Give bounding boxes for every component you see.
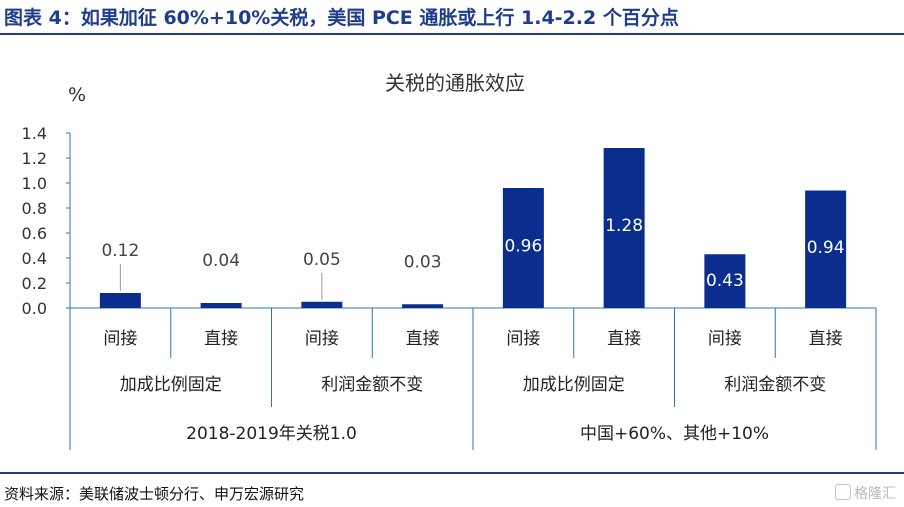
data-label: 1.28 <box>605 216 643 236</box>
bar <box>99 293 141 308</box>
bar <box>805 190 847 308</box>
y-tick-label: 0.8 <box>22 199 47 218</box>
data-label: 0.05 <box>303 250 341 270</box>
data-label: 0.04 <box>202 251 240 271</box>
category-label: 间接 <box>305 329 339 349</box>
group-label: 利润金额不变 <box>321 375 423 395</box>
bar <box>603 148 645 308</box>
category-label: 直接 <box>809 329 843 349</box>
group-label: 加成比例固定 <box>120 375 222 395</box>
y-axis-unit: % <box>68 84 86 106</box>
data-label: 0.43 <box>706 271 744 291</box>
bar-chart: 关税的通胀效应% 0.0 0.2 0.4 0.6 0.8 1.0 1.2 1.4 0.12 0.04… <box>22 71 877 450</box>
y-tick-label: 1.2 <box>22 149 47 168</box>
y-tick-label: 1.0 <box>22 174 47 193</box>
y-tick-label: 0.4 <box>22 249 47 268</box>
scenario-label: 中国+60%、其他+10% <box>580 424 769 444</box>
data-label: 0.12 <box>101 241 139 261</box>
category-label: 间接 <box>103 329 137 349</box>
y-tick-label: 0.6 <box>22 224 47 243</box>
report-header: 图表 4：如果加征 60%+10%关税，美国 PCE 通胀或上行 1.4-2.2… <box>0 0 904 35</box>
category-label: 间接 <box>506 329 540 349</box>
data-label: 0.96 <box>504 237 542 257</box>
watermark: 格隆汇 <box>835 483 896 503</box>
watermark-text: 格隆汇 <box>854 486 896 502</box>
figure-title: 图表 4：如果加征 60%+10%关税，美国 PCE 通胀或上行 1.4-2.2… <box>4 7 679 29</box>
scenario-label: 2018-2019年关税1.0 <box>186 424 357 444</box>
group-label: 利润金额不变 <box>724 375 826 395</box>
data-label: 0.94 <box>807 238 845 258</box>
logo-icon <box>835 484 851 500</box>
y-tick-label: 1.4 <box>22 124 47 143</box>
y-tick-label: 0.0 <box>22 299 47 318</box>
chart-title: 关税的通胀效应 <box>385 71 525 95</box>
data-label: 0.03 <box>404 252 442 272</box>
bar <box>301 301 343 308</box>
bar <box>502 188 544 308</box>
group-label: 加成比例固定 <box>523 375 625 395</box>
y-tick-label: 0.2 <box>22 274 47 293</box>
bar <box>704 254 746 308</box>
footer-divider <box>0 472 904 474</box>
category-label: 直接 <box>204 329 238 349</box>
bar <box>200 303 242 308</box>
category-label: 直接 <box>406 329 440 349</box>
header-divider <box>0 33 904 35</box>
category-label: 间接 <box>708 329 742 349</box>
source-note: 资料来源：美联储波士顿分行、申万宏源研究 <box>4 485 305 503</box>
bar <box>402 304 444 308</box>
category-label: 直接 <box>607 329 641 349</box>
